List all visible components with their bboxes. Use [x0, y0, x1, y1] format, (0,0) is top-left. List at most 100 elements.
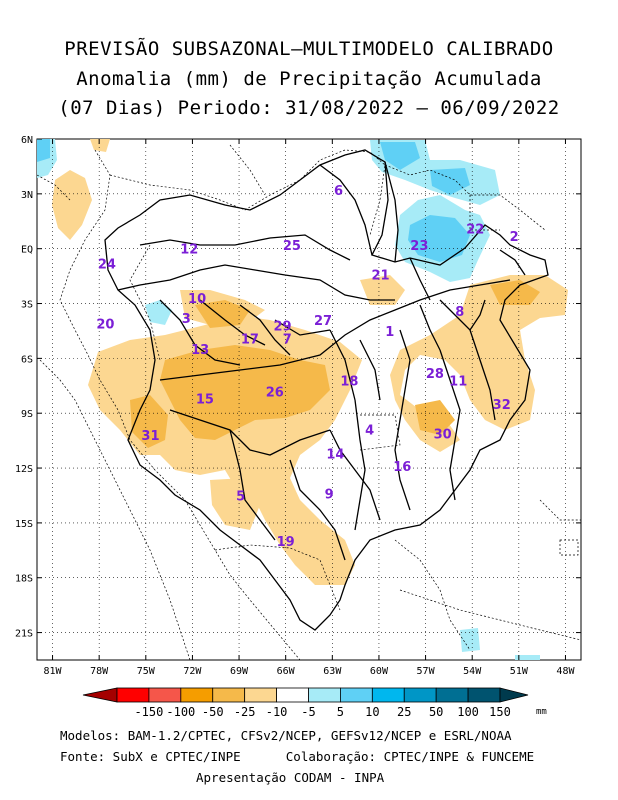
colorbar-unit: mm	[536, 707, 547, 717]
lat-label: 12S	[15, 464, 33, 475]
basin-number-label: 32	[493, 398, 511, 413]
colorbar-segment	[180, 687, 214, 703]
dry-anomaly-core-4	[490, 280, 540, 305]
lat-label: 15S	[15, 519, 33, 530]
basin-number-label: 30	[434, 427, 452, 442]
lat-label: 9S	[21, 409, 33, 420]
anomaly-colorbar: -150 -100 -50 -25 -10 -5 5 10 25 50 100 150 mm	[82, 687, 547, 719]
wet-anomaly-core	[408, 215, 470, 262]
colorbar-segment	[212, 687, 246, 703]
basin-number-label: 26	[266, 385, 284, 400]
footer-models: Modelos: BAM-1.2/CPTEC, CFSv2/NCEP, GEFS…	[60, 728, 512, 743]
basin-number-label: 20	[96, 318, 114, 333]
colorbar-segment	[244, 687, 277, 703]
lon-label: 63W	[323, 666, 342, 677]
basin-number-label: 31	[141, 429, 159, 444]
basin-number-label: 5	[236, 489, 245, 504]
colorbar-segment	[403, 687, 437, 703]
amazon-basin-boundary	[104, 149, 549, 631]
dry-anomaly-core-2	[130, 395, 168, 448]
basin-number-label: 15	[196, 393, 214, 408]
lon-label: 54W	[463, 666, 482, 677]
basin-number-label: 28	[426, 367, 444, 382]
map-title-line-3: (07 Dias) Periodo: 31/08/2022 – 06/09/20…	[58, 97, 560, 119]
wet-anomaly-core-2	[380, 142, 420, 170]
basin-number-label: 13	[191, 343, 209, 358]
colorbar-segment	[148, 687, 182, 703]
colorbar-segment	[340, 687, 373, 703]
dry-anomaly-amazon-mouth	[360, 275, 405, 305]
dry-anomaly-bolivia	[210, 478, 260, 530]
lat-label: 21S	[15, 629, 33, 640]
dry-anomaly-colombia	[52, 170, 92, 240]
colorbar-segment	[371, 687, 405, 703]
wet-anomaly-peru	[145, 300, 172, 325]
lon-label: 60W	[370, 666, 389, 677]
colorbar-label: -50	[202, 705, 224, 719]
colorbar-segment	[308, 687, 341, 703]
basin-number-label: 18	[340, 374, 358, 389]
colorbar-label: -5	[301, 705, 315, 719]
basin-number-label: 29	[274, 319, 292, 334]
basin-number-label: 11	[449, 374, 467, 389]
wet-anomaly-south-2	[515, 655, 540, 660]
lat-label: 18S	[15, 574, 33, 585]
basin-number-label: 7	[283, 332, 292, 347]
lon-label: 81W	[44, 666, 63, 677]
colorbar-label: 100	[457, 705, 479, 719]
lon-label: 75W	[137, 666, 156, 677]
dry-anomaly-north-strip	[90, 139, 110, 152]
basin-number-label: 12	[180, 243, 198, 258]
lon-label: 48W	[556, 666, 575, 677]
colorbar-segment	[435, 687, 469, 703]
lon-label: 66W	[277, 666, 296, 677]
lon-label: 51W	[510, 666, 529, 677]
lon-label: 78W	[90, 666, 109, 677]
basin-number-label: 22	[466, 223, 484, 238]
basin-number-labels: 1234567891011121314151617181920212223242…	[96, 184, 518, 550]
map-title-line-1: PREVISÃO SUBSAZONAL–MULTIMODELO CALIBRAD…	[64, 38, 554, 60]
colorbar-label: -100	[166, 705, 195, 719]
lat-label: 3N	[21, 190, 33, 201]
dry-anomaly-core-5	[415, 400, 455, 435]
lat-label: 3S	[21, 300, 33, 311]
colorbar-label: -10	[266, 705, 288, 719]
colorbar-segment	[82, 687, 118, 703]
colorbar-label: 50	[429, 705, 443, 719]
basin-number-label: 2	[510, 230, 519, 245]
basin-number-label: 23	[410, 239, 428, 254]
colorbar-label: 10	[365, 705, 379, 719]
basin-number-label: 25	[283, 239, 301, 254]
map-axes: 6N 3N EQ 3S 6S 9S 12S 15S 18S 21S 81W 78W 75W 72W 69W 6…	[15, 135, 581, 677]
country-borders	[37, 144, 581, 660]
colorbar-label: 150	[489, 705, 511, 719]
basin-outlines	[104, 149, 549, 631]
colorbar-segment	[467, 687, 501, 703]
footer-presentation: Apresentação CODAM - INPA	[196, 770, 385, 785]
basin-number-label: 17	[241, 332, 259, 347]
lon-label: 69W	[230, 666, 249, 677]
colorbar-segment	[276, 687, 309, 703]
basin-number-label: 8	[455, 305, 464, 320]
anomaly-shading	[37, 139, 568, 660]
basin-number-label: 21	[371, 268, 389, 283]
wet-anomaly-northwest-core	[37, 139, 50, 162]
lat-label: EQ	[21, 245, 33, 256]
colorbar-segment	[499, 687, 529, 703]
basin-number-label: 4	[365, 424, 374, 439]
wet-anomaly-south	[460, 628, 480, 652]
basin-number-label: 19	[277, 535, 295, 550]
lon-label: 72W	[183, 666, 202, 677]
basin-number-label: 1	[385, 325, 394, 340]
basin-number-label: 16	[393, 460, 411, 475]
dry-anomaly-core-1	[160, 345, 330, 440]
map-title-line-2: Anomalia (mm) de Precipitação Acumulada	[76, 68, 542, 90]
basin-number-label: 27	[314, 314, 332, 329]
basin-number-label: 14	[326, 447, 344, 462]
lat-label: 6S	[21, 354, 33, 365]
dry-anomaly-east	[390, 275, 568, 452]
wet-anomaly-core-3	[430, 168, 470, 195]
lon-label: 57W	[417, 666, 436, 677]
footer-source: Fonte: SubX e CPTEC/INPE Colaboração: CP…	[60, 749, 535, 764]
